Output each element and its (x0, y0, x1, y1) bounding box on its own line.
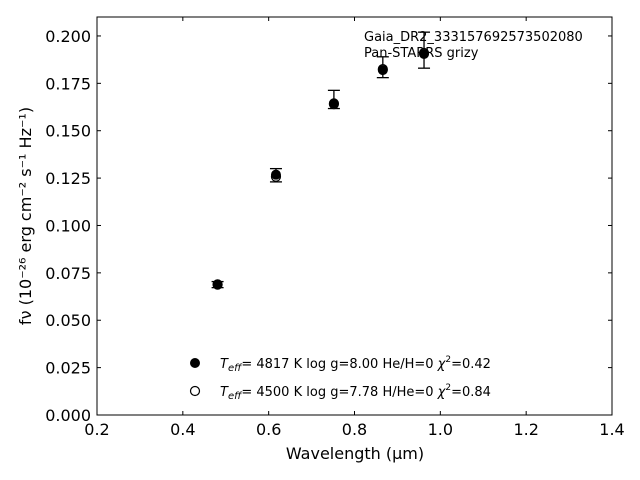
y-tick-label: 0.175 (45, 74, 91, 93)
legend-1-logg: log g=8.00 (306, 357, 378, 372)
x-tick-label: 0.8 (342, 420, 367, 439)
legend-entry-2: Teff= 4500 K log g=7.78 H/He=0 χ2=0.84 (220, 383, 491, 402)
legend-marker-open (189, 385, 201, 397)
y-tick-label: 0.000 (45, 406, 91, 425)
y-axis-label: fν (10⁻²⁶ erg cm⁻² s⁻¹ Hz⁻¹) (16, 107, 35, 325)
y-tick-label: 0.125 (45, 169, 91, 188)
legend-2-chi: =0.84 (451, 385, 491, 400)
x-axis-label: Wavelength (μm) (286, 444, 424, 463)
x-tick-label: 1.2 (513, 420, 538, 439)
filled-marker (328, 98, 339, 109)
legend-marker-filled (190, 358, 200, 368)
y-tick-label: 0.200 (45, 27, 91, 46)
legend: Teff= 4817 K log g=8.00 He/H=0 χ2=0.42 T… (189, 355, 491, 402)
x-tick-label: 0.6 (256, 420, 281, 439)
series-filled-markers (212, 48, 430, 290)
y-tick-labels: 0.000 0.025 0.050 0.075 0.100 0.125 0.150 0.175… (45, 27, 91, 425)
legend-2-logg: log g=7.78 (306, 385, 378, 400)
legend-1-chi: =0.42 (451, 357, 491, 372)
filled-marker (419, 48, 430, 59)
y-tick-label: 0.050 (45, 311, 91, 330)
y-tick-label: 0.025 (45, 359, 91, 378)
x-tick-label: 0.2 (84, 420, 109, 439)
plot-frame (96, 16, 613, 416)
y-tick-label: 0.100 (45, 216, 91, 235)
filled-marker (377, 65, 388, 76)
filled-marker (270, 169, 281, 180)
axis-ticks (96, 17, 613, 416)
legend-2-teff: 4500 K (256, 385, 302, 400)
x-tick-label: 1.4 (599, 420, 624, 439)
y-tick-label: 0.150 (45, 122, 91, 141)
legend-1-comp: He/H=0 (382, 357, 433, 372)
filled-marker (212, 279, 223, 290)
y-tick-label: 0.075 (45, 264, 91, 283)
legend-1-teff: 4817 K (256, 357, 302, 372)
error-bars (211, 31, 431, 289)
star-id-annotation: Gaia_DR2_3331576925735020​80 (364, 30, 583, 45)
legend-2-comp: H/He=0 (382, 385, 433, 400)
series-open-markers (212, 47, 430, 290)
legend-entry-1: Teff= 4817 K log g=8.00 He/H=0 χ2=0.42 (220, 355, 491, 374)
x-tick-label: 0.4 (170, 420, 195, 439)
x-tick-label: 1.0 (428, 420, 453, 439)
x-tick-labels: 0.2 0.4 0.6 0.8 1.0 1.2 1.4 (84, 420, 624, 439)
